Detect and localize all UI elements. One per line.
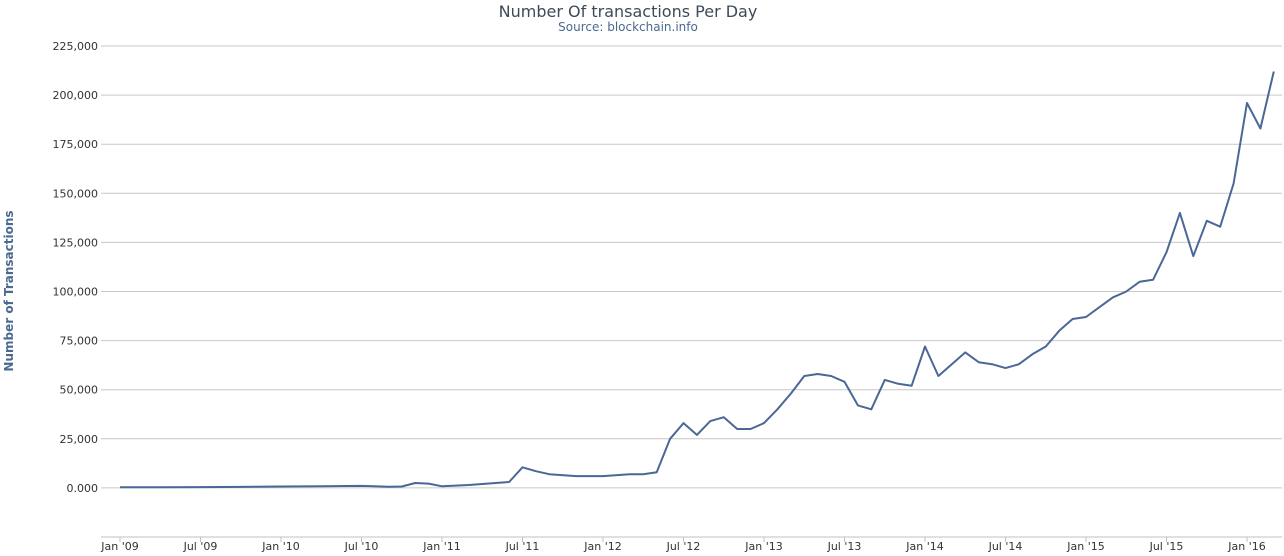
x-tick-label: Jan '11	[422, 540, 460, 553]
x-tick-label: Jan '10	[261, 540, 299, 553]
x-tick-label: Jul '11	[505, 540, 540, 553]
x-tick-label: Jul '10	[344, 540, 379, 553]
y-tick-label: 75,000	[60, 335, 99, 348]
y-tick-label: 175,000	[53, 138, 99, 151]
y-tick-label: 225,000	[53, 40, 99, 53]
x-tick-label: Jul '12	[666, 540, 701, 553]
x-tick-label: Jul '09	[183, 540, 218, 553]
y-tick-label: 0.000	[67, 482, 99, 495]
x-tick-label: Jul '14	[988, 540, 1023, 553]
x-tick-label: Jan '09	[100, 540, 138, 553]
chart-subtitle: Source: blockchain.info	[558, 20, 698, 34]
y-tick-label: 50,000	[60, 384, 99, 397]
y-axis-ticks: 0.000 25,000 50,000 75,000 100,000 125,000 150…	[53, 40, 99, 495]
x-tick-label: Jan '14	[905, 540, 943, 553]
y-tick-label: 125,000	[53, 236, 99, 249]
y-tick-label: 200,000	[53, 89, 99, 102]
x-tick-label: Jan '13	[744, 540, 782, 553]
x-tick-label: Jul '13	[827, 540, 862, 553]
y-tick-label: 100,000	[53, 286, 99, 299]
y-axis-label: Number of Transactions	[2, 210, 16, 371]
gridlines	[101, 45, 1282, 489]
x-tick-label: Jan '16	[1227, 540, 1265, 553]
series-layer	[120, 71, 1275, 489]
y-tick-label: 25,000	[60, 433, 99, 446]
chart-title: Number Of transactions Per Day	[499, 2, 758, 21]
x-tick-label: Jul '15	[1149, 540, 1184, 553]
x-tick-label: Jan '15	[1066, 540, 1104, 553]
x-axis-ticks: Jan '09 Jul '09 Jan '10 Jul '10 Jan '11 Jul '…	[100, 537, 1266, 553]
y-tick-label: 150,000	[53, 187, 99, 200]
transactions-series-line	[120, 71, 1275, 489]
x-tick-label: Jan '12	[583, 540, 621, 553]
